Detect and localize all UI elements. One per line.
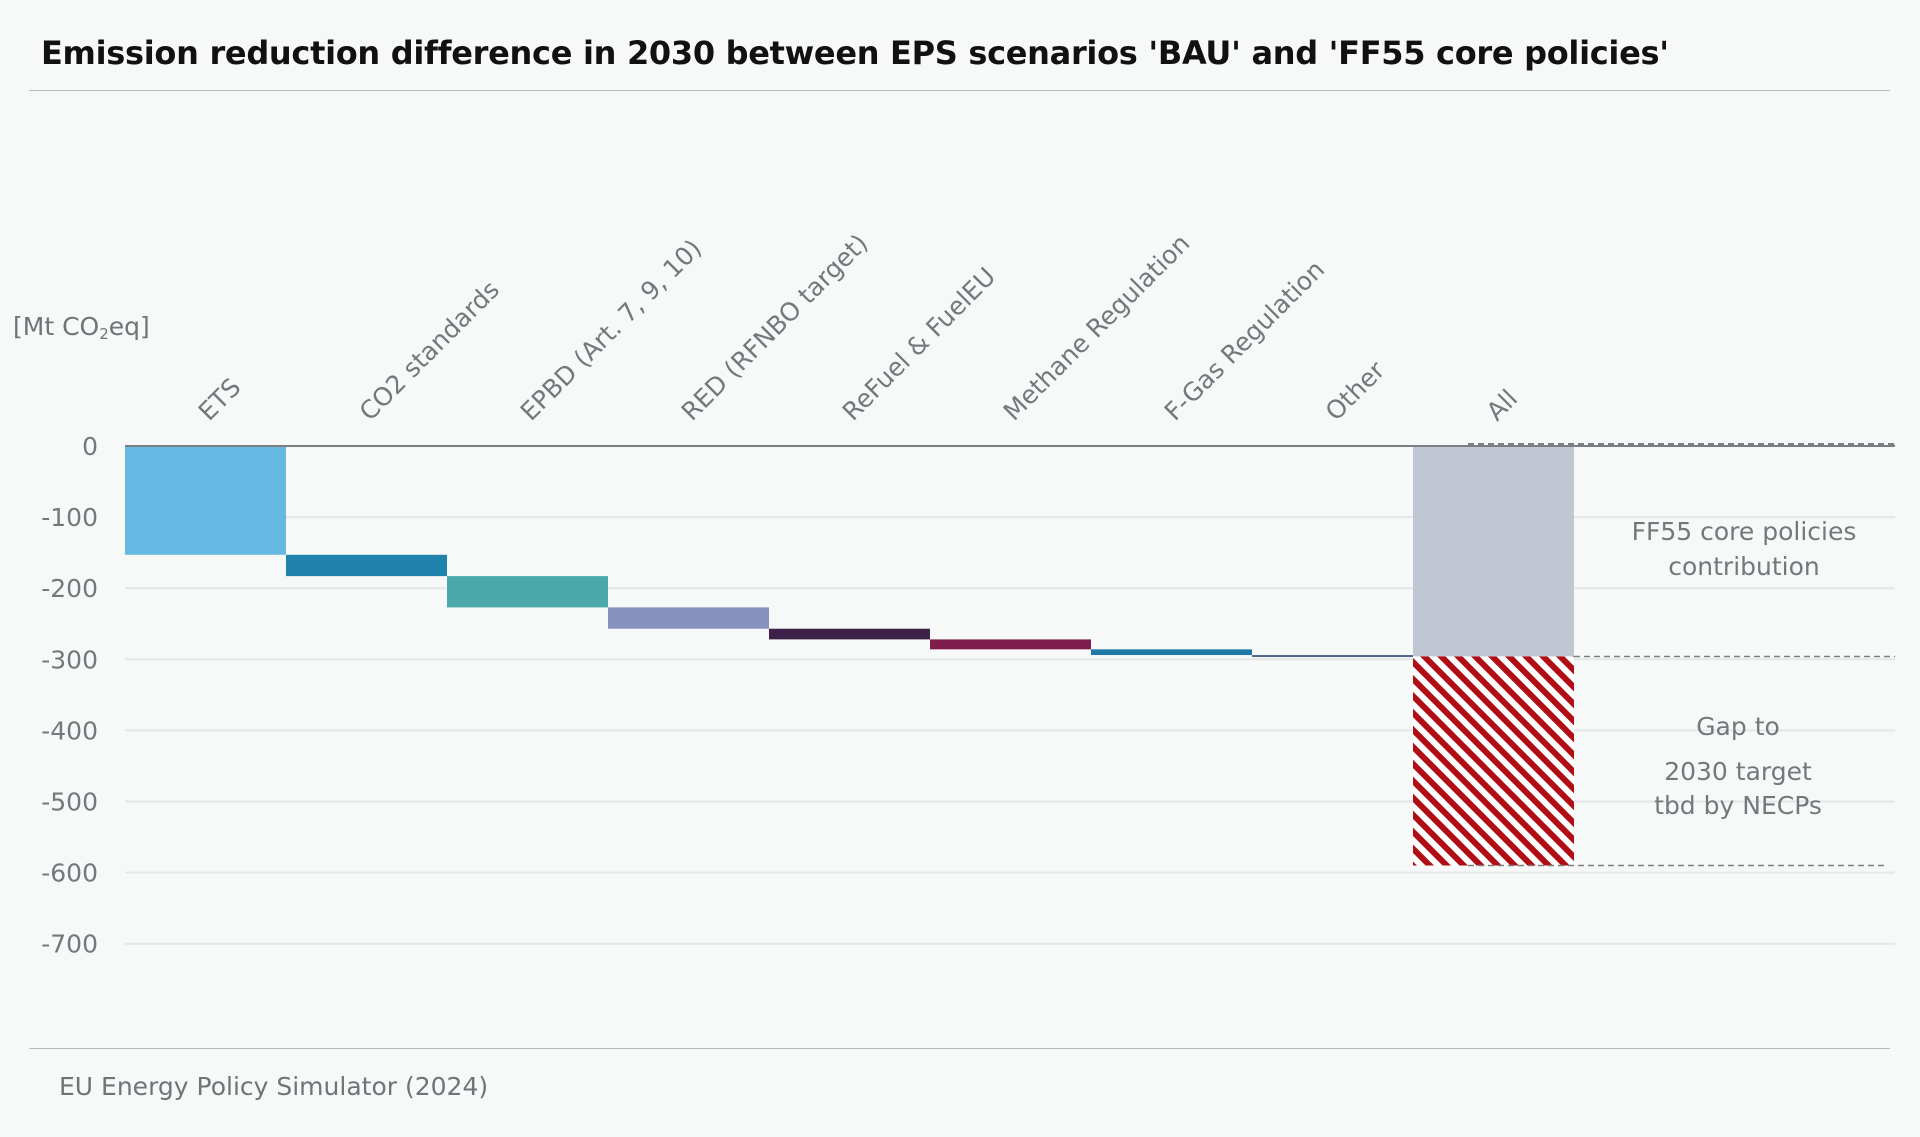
y-axis-unit-label: [Mt CO2eq] <box>13 312 150 343</box>
bar-2 <box>286 554 447 577</box>
category-label: CO2 standards <box>354 275 505 426</box>
source-note: EU Energy Policy Simulator (2024) <box>59 1072 489 1101</box>
bar-all-gap-hatched <box>1413 656 1574 866</box>
reference-lines <box>125 443 1895 867</box>
bar-6 <box>930 639 1091 650</box>
annotation-gap-line: 2030 target <box>1664 757 1812 786</box>
y-tick-label: -500 <box>41 788 98 817</box>
category-label: RED (RFNBO target) <box>676 228 874 426</box>
title-divider <box>29 90 1890 91</box>
unit-prefix: [Mt CO <box>13 312 100 341</box>
y-tick-label: 0 <box>82 432 98 461</box>
annotation-gap-line: Gap to <box>1696 712 1780 741</box>
y-tick-label: -300 <box>41 645 98 674</box>
bar-5 <box>769 628 930 640</box>
annotation-contribution-line: FF55 core policies <box>1632 517 1857 546</box>
gridlines <box>125 516 1895 945</box>
unit-suffix: eq] <box>108 312 150 341</box>
y-tick-label: -400 <box>41 716 98 745</box>
bar-7 <box>1091 649 1252 656</box>
category-label: Other <box>1320 355 1391 426</box>
waterfall-chart: 0 -100 -200 -300 -400 -500 -600 -700 ETS CO2 stan… <box>41 228 1895 959</box>
y-tick-label: -700 <box>41 930 98 959</box>
bar-8 <box>1252 655 1413 658</box>
bars <box>125 446 1574 866</box>
chart-title: Emission reduction difference in 2030 be… <box>41 34 1669 72</box>
annotation-contribution-line: contribution <box>1668 552 1820 581</box>
annotation-gap-line: tbd by NECPs <box>1654 791 1822 820</box>
category-label: Methane Regulation <box>998 229 1196 427</box>
category-label: ETS <box>193 373 247 427</box>
bar-3 <box>447 576 608 608</box>
category-label: F-Gas Regulation <box>1159 255 1330 426</box>
bar-all-contribution <box>1413 446 1574 657</box>
category-label: All <box>1481 384 1523 426</box>
category-label: EPBD (Art. 7, 9, 10) <box>515 234 707 426</box>
bar-4 <box>608 607 769 629</box>
unit-subscript: 2 <box>99 325 109 343</box>
category-label: ReFuel & FuelEU <box>837 262 1001 426</box>
footer-divider <box>29 1048 1890 1049</box>
labels: 0 -100 -200 -300 -400 -500 -600 -700 ETS CO2 stan… <box>41 228 1856 958</box>
y-tick-label: -100 <box>41 503 98 532</box>
y-tick-label: -600 <box>41 859 98 888</box>
y-tick-label: -200 <box>41 574 98 603</box>
bar-1 <box>125 446 286 555</box>
